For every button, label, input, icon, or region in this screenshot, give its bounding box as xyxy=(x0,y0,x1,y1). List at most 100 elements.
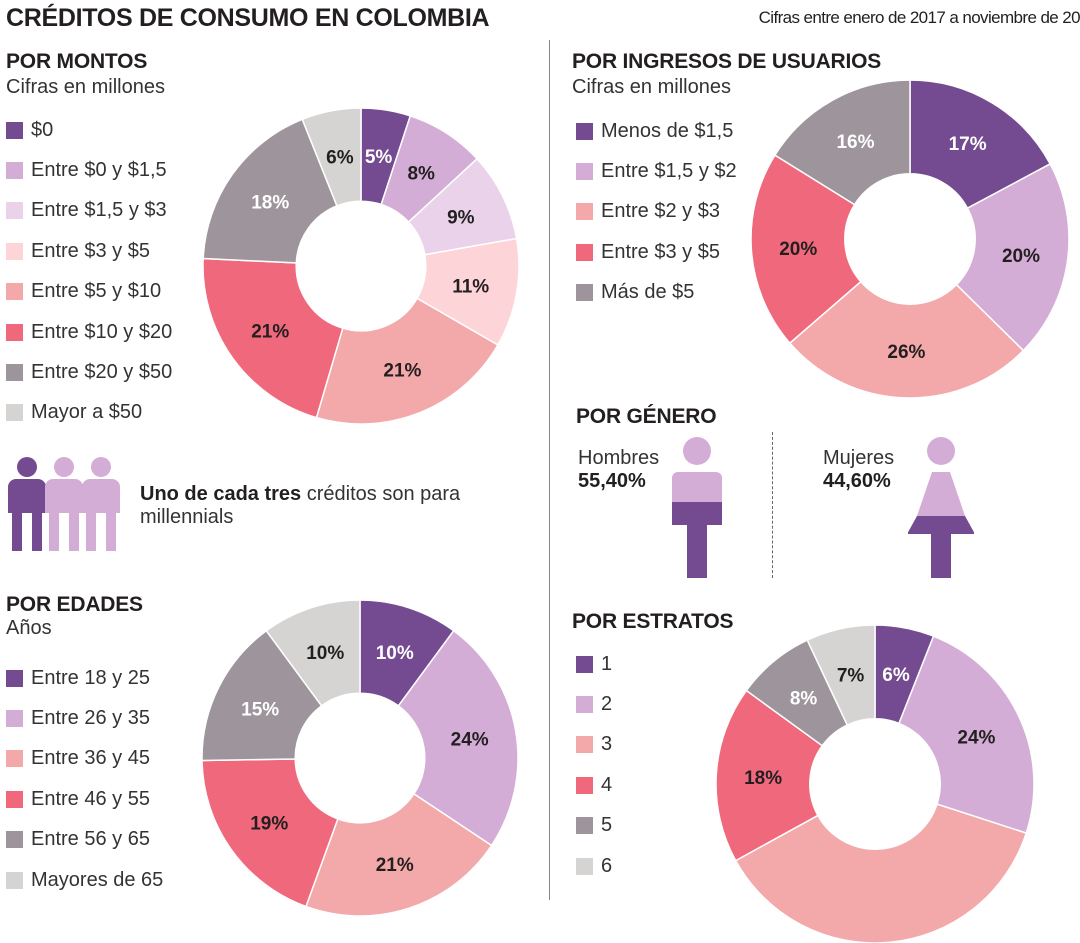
estratos-title: POR ESTRATOS xyxy=(572,610,734,633)
montos-slice-label-3: 9% xyxy=(447,208,475,229)
legend-swatch xyxy=(6,790,23,808)
legend-item: Entre $3 y $5 xyxy=(6,231,172,271)
estratos-slice-label-2: 24% xyxy=(957,727,995,748)
legend-label: Entre $3 y $5 xyxy=(601,240,720,263)
legend-swatch xyxy=(576,817,593,835)
montos-slice-label-4: 11% xyxy=(452,276,489,297)
legend-item: Entre $20 y $50 xyxy=(6,352,172,392)
estratos-slice-label-5: 8% xyxy=(790,689,818,710)
edades-slice-label-3: 21% xyxy=(376,855,414,876)
legend-item: Entre $5 y $10 xyxy=(6,272,172,312)
legend-label: 1 xyxy=(601,652,613,675)
edades-donut-svg: 10% 24% 21% 19% 15% 10% xyxy=(201,599,519,917)
ingresos-slice-5 xyxy=(773,79,911,206)
genero-title: POR GÉNERO xyxy=(576,405,717,428)
estratos-donut-chart: 6% 24% 18% 8% 7% xyxy=(715,624,1035,943)
edades-slice-label-6: 10% xyxy=(306,643,344,664)
estratos-slice-label-6: 7% xyxy=(837,666,865,687)
edades-slice-label-1: 10% xyxy=(376,643,414,664)
legend-item: 1 xyxy=(576,644,612,684)
legend-swatch xyxy=(6,121,23,139)
ingresos-slice-1 xyxy=(909,79,1052,210)
montos-slice-label-6: 21% xyxy=(251,322,289,343)
legend-item: Entre 18 y 25 xyxy=(6,658,163,698)
legend-label: Mayor a $50 xyxy=(31,401,143,424)
person-icon-purple xyxy=(8,457,46,551)
legend-label: 4 xyxy=(601,773,613,796)
legend-swatch xyxy=(576,243,593,261)
legend-swatch xyxy=(6,162,23,180)
edades-legend: Entre 18 y 25 Entre 26 y 35 Entre 36 y 45 E… xyxy=(6,658,163,900)
millennials-bold: Uno de cada tres xyxy=(140,483,302,505)
legend-item: Entre $1,5 y $3 xyxy=(6,191,172,231)
legend-swatch xyxy=(576,857,593,875)
estratos-slice-2 xyxy=(898,635,1035,835)
ingresos-slice-label-1: 17% xyxy=(949,134,987,155)
ingresos-slice-label-2: 20% xyxy=(1002,246,1040,267)
legend-label: Entre $3 y $5 xyxy=(31,239,150,262)
legend-label: Entre 56 y 65 xyxy=(31,828,150,851)
legend-label: Entre 36 y 45 xyxy=(31,747,150,770)
legend-swatch xyxy=(6,710,23,728)
legend-item: Entre 46 y 55 xyxy=(6,779,163,819)
montos-slice-label-5: 21% xyxy=(383,360,421,381)
legend-swatch xyxy=(6,871,23,889)
estratos-slice-6 xyxy=(806,624,876,727)
legend-item: Entre $0 y $1,5 xyxy=(6,150,172,190)
column-divider xyxy=(549,40,550,900)
legend-swatch xyxy=(576,776,593,794)
legend-item: Entre $2 y $3 xyxy=(576,192,737,232)
edades-subtitle: Años xyxy=(6,617,52,639)
legend-swatch xyxy=(576,163,593,181)
millennials-people-icon xyxy=(8,455,120,556)
legend-item: 5 xyxy=(576,806,612,846)
legend-label: Entre $10 y $20 xyxy=(31,320,173,343)
edades-slice-6 xyxy=(265,599,361,707)
legend-item: 3 xyxy=(576,725,612,765)
person-icon-lilac-1 xyxy=(45,457,83,551)
legend-label: Entre $1,5 y $2 xyxy=(601,160,737,183)
legend-swatch xyxy=(6,202,23,220)
man-icon xyxy=(670,436,724,583)
legend-swatch xyxy=(6,364,23,382)
women-label: Mujeres xyxy=(823,447,895,469)
legend-item: Menos de $1,5 xyxy=(576,111,737,151)
legend-item: 2 xyxy=(576,684,612,724)
legend-swatch xyxy=(6,242,23,260)
edades-slice-5 xyxy=(201,629,323,762)
legend-label: Entre $20 y $50 xyxy=(31,361,173,384)
montos-title: POR MONTOS xyxy=(6,50,148,73)
montos-subtitle: Cifras en millones xyxy=(6,76,165,98)
legend-label: Entre $5 y $10 xyxy=(31,280,162,303)
woman-icon xyxy=(907,436,975,583)
legend-swatch xyxy=(6,750,23,768)
legend-label: Entre 46 y 55 xyxy=(31,787,150,810)
legend-swatch xyxy=(6,283,23,301)
legend-label: Entre $1,5 y $3 xyxy=(31,199,167,222)
montos-slice-label-7: 18% xyxy=(251,192,289,213)
legend-swatch xyxy=(6,831,23,849)
estratos-donut-svg: 6% 24% 18% 8% 7% xyxy=(715,624,1035,943)
estratos-slice-label-1: 6% xyxy=(882,665,910,686)
montos-slice-label-2: 8% xyxy=(407,163,435,184)
legend-swatch xyxy=(6,404,23,422)
montos-slice-7 xyxy=(202,118,338,264)
montos-legend: $0 Entre $0 y $1,5 Entre $1,5 y $3 Entre $3… xyxy=(6,110,172,433)
edades-donut-chart: 10% 24% 21% 19% 15% 10% xyxy=(201,599,519,917)
legend-swatch xyxy=(576,122,593,140)
edades-slice-2 xyxy=(397,629,519,847)
gender-divider xyxy=(772,432,773,578)
ingresos-legend: Menos de $1,5 Entre $1,5 y $2 Entre $2 y $… xyxy=(576,111,737,313)
legend-item: $0 xyxy=(6,110,172,150)
men-value: 55,40% xyxy=(578,470,646,492)
legend-item: 4 xyxy=(576,765,612,805)
legend-item: Entre $3 y $5 xyxy=(576,232,737,272)
edades-title: POR EDADES xyxy=(6,593,143,616)
legend-item: Entre 56 y 65 xyxy=(6,820,163,860)
montos-donut-svg: 5% 8% 9% 11% 21% 21% 18% 6% xyxy=(202,107,520,425)
legend-label: Entre $2 y $3 xyxy=(601,200,720,223)
legend-swatch xyxy=(6,323,23,341)
legend-swatch xyxy=(576,696,593,714)
legend-swatch xyxy=(576,736,593,754)
edades-slice-label-5: 15% xyxy=(241,700,279,721)
